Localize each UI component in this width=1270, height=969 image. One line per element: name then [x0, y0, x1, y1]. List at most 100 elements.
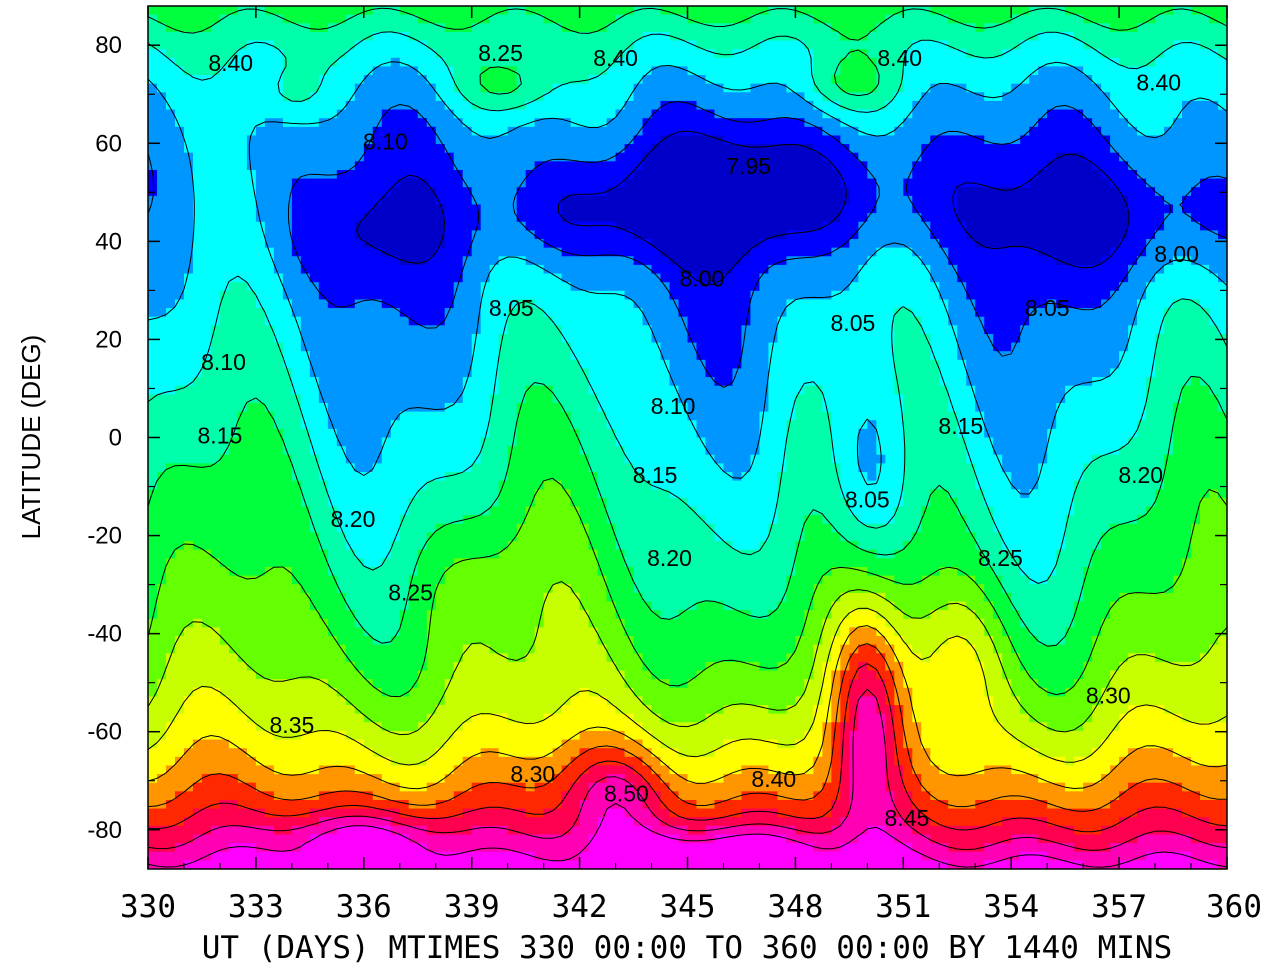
band-cell — [777, 40, 788, 50]
band-cell — [831, 195, 841, 206]
band-cell — [1038, 161, 1048, 171]
band-cell — [148, 204, 158, 214]
band-cell — [444, 325, 455, 335]
band-cell — [876, 282, 886, 292]
band-cell — [1011, 282, 1021, 292]
band-cell — [255, 308, 266, 318]
band-cell — [210, 195, 221, 206]
band-cell — [192, 49, 203, 59]
band-cell — [1029, 316, 1039, 326]
band-cell — [642, 49, 653, 59]
band-cell — [210, 325, 221, 335]
band-cell — [1200, 333, 1210, 344]
band-cell — [723, 57, 734, 68]
band-cell — [309, 14, 320, 24]
band-cell — [516, 256, 527, 266]
band-cell — [192, 66, 203, 76]
band-cell — [858, 264, 868, 275]
band-cell — [453, 100, 464, 111]
band-cell — [606, 290, 617, 301]
band-cell — [867, 325, 877, 335]
band-cell — [624, 282, 635, 292]
band-cell — [372, 83, 383, 93]
band-cell — [615, 6, 626, 16]
band-cell — [1083, 187, 1093, 197]
band-cell — [453, 299, 464, 309]
band-cell — [714, 247, 725, 257]
band-cell — [534, 230, 545, 240]
band-cell — [282, 342, 293, 352]
band-cell — [894, 135, 904, 145]
band-cell — [1119, 169, 1129, 180]
band-cell — [534, 195, 545, 206]
band-cell — [957, 273, 967, 283]
band-cell — [606, 40, 617, 50]
band-cell — [345, 57, 356, 68]
band-cell — [696, 213, 707, 223]
band-cell — [939, 239, 949, 249]
band-cell — [1002, 213, 1012, 223]
band-cell — [867, 333, 877, 344]
band-cell — [1020, 14, 1030, 24]
band-cell — [867, 290, 877, 301]
band-cell — [912, 221, 922, 231]
band-cell — [480, 256, 491, 266]
band-cell — [579, 316, 590, 326]
band-cell — [669, 169, 680, 180]
band-cell — [1137, 187, 1147, 197]
band-cell — [228, 75, 239, 85]
band-cell — [399, 290, 410, 301]
band-cell — [1200, 325, 1210, 335]
band-cell — [714, 213, 725, 223]
band-cell — [984, 351, 994, 361]
band-cell — [552, 273, 563, 283]
band-cell — [318, 100, 329, 111]
band-cell — [633, 169, 644, 180]
band-cell — [705, 282, 716, 292]
band-cell — [408, 14, 419, 24]
band-cell — [507, 31, 518, 42]
band-cell — [552, 290, 563, 301]
band-cell — [507, 6, 518, 16]
band-cell — [669, 299, 680, 309]
band-cell — [759, 161, 770, 171]
band-cell — [516, 230, 527, 240]
band-cell — [957, 40, 967, 50]
band-cell — [291, 40, 302, 50]
band-cell — [876, 14, 886, 24]
band-cell — [327, 247, 338, 257]
band-cell — [723, 273, 734, 283]
band-cell — [1137, 230, 1147, 240]
band-cell — [597, 14, 608, 24]
band-cell — [345, 161, 356, 171]
band-cell — [705, 256, 716, 266]
band-cell — [732, 239, 743, 249]
band-cell — [957, 152, 967, 162]
band-cell — [372, 308, 383, 318]
band-cell — [876, 144, 886, 154]
band-cell — [993, 195, 1003, 206]
band-cell — [588, 325, 599, 335]
band-cell — [318, 299, 329, 309]
band-cell — [219, 204, 230, 214]
band-cell — [840, 325, 850, 335]
band-cell — [444, 333, 455, 344]
band-cell — [192, 299, 203, 309]
band-cell — [1200, 273, 1210, 283]
band-cell — [489, 23, 500, 33]
band-cell — [588, 195, 599, 206]
band-cell — [552, 169, 563, 180]
band-cell — [183, 66, 194, 76]
band-cell — [246, 75, 257, 85]
band-cell — [444, 316, 455, 326]
band-cell — [408, 126, 419, 137]
band-cell — [705, 83, 716, 93]
band-cell — [651, 325, 662, 335]
band-cell — [903, 75, 913, 85]
band-cell — [426, 204, 437, 214]
band-cell — [426, 109, 437, 119]
band-cell — [156, 342, 167, 352]
band-cell — [309, 144, 320, 154]
band-cell — [228, 100, 239, 111]
band-cell — [1092, 264, 1102, 275]
